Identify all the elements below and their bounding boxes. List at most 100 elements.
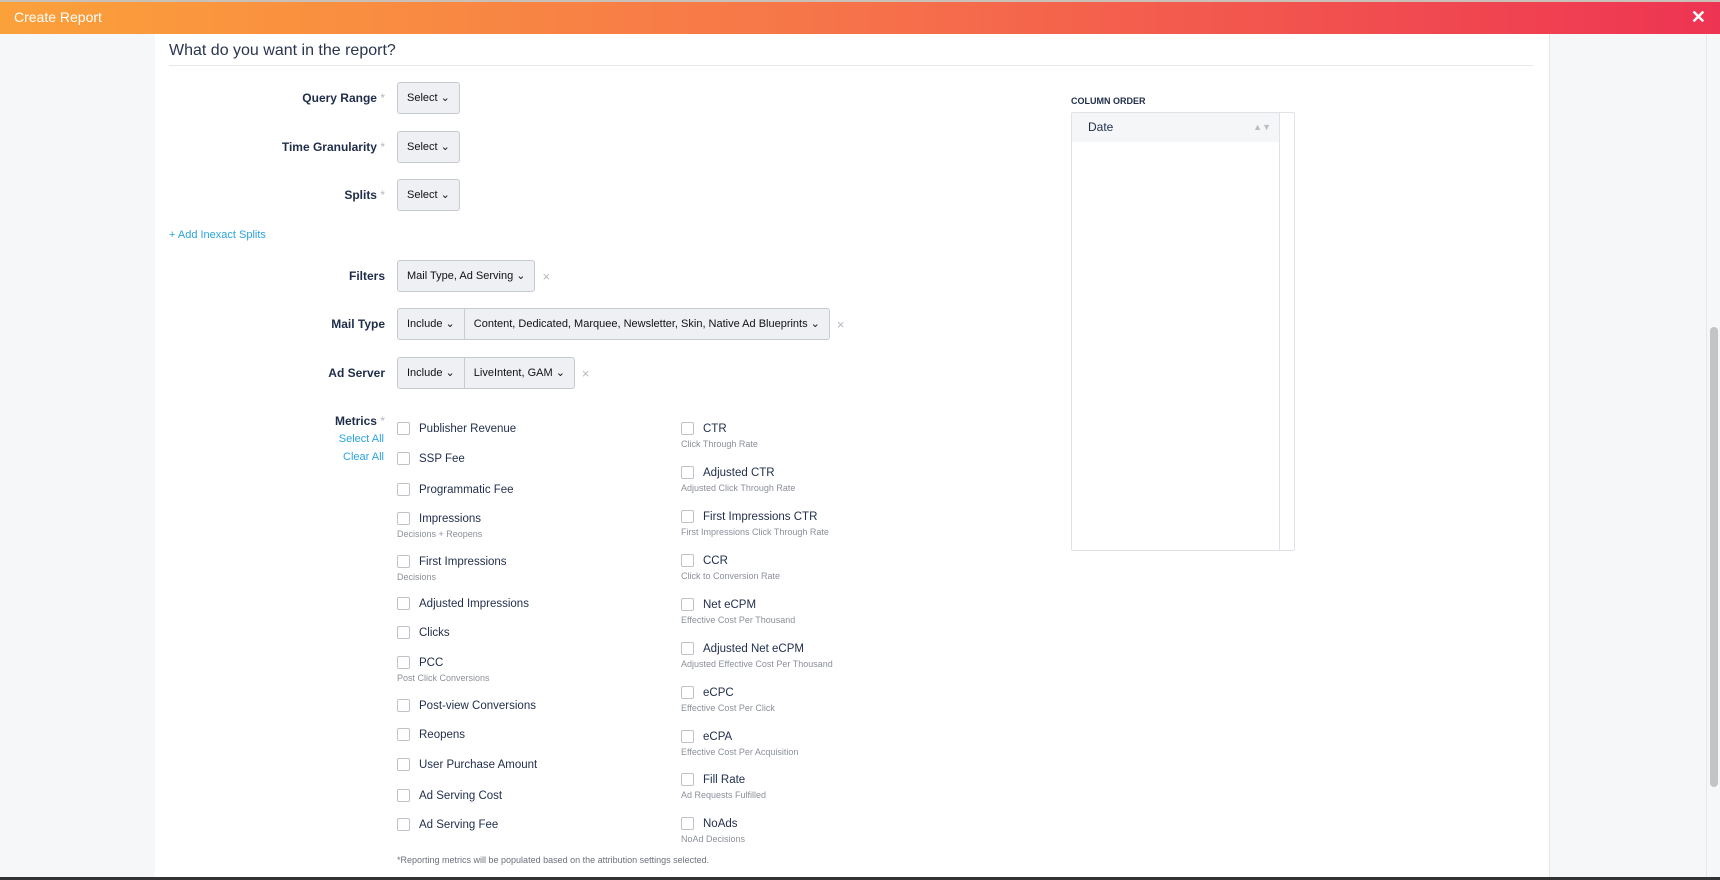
close-icon[interactable]: ✕ (1690, 7, 1706, 27)
metric-checkbox[interactable]: Impressions (397, 512, 481, 525)
filters-label: Filters (348, 269, 385, 283)
checkbox[interactable] (397, 728, 410, 741)
metric-description: Adjusted Effective Cost Per Thousand (681, 659, 833, 669)
metric-description: NoAd Decisions (681, 834, 746, 844)
metric-checkbox[interactable]: Adjusted Net eCPM (681, 642, 804, 655)
metric-label: SSP Fee (419, 452, 465, 465)
ad-server-mode-select[interactable]: Include ⌄ (407, 367, 455, 379)
checkbox[interactable] (681, 730, 694, 743)
select-all-link[interactable]: Select All (338, 433, 384, 445)
checkbox[interactable] (397, 422, 410, 435)
move-down-icon[interactable]: ▼ (1262, 122, 1271, 132)
mail-type-values-select[interactable]: Content, Dedicated, Marquee, Newsletter,… (463, 309, 829, 339)
mail-type-label: Mail Type (331, 317, 385, 331)
metric-label: Publisher Revenue (419, 422, 517, 435)
metric-checkbox[interactable]: Publisher Revenue (397, 422, 516, 435)
metric-checkbox[interactable]: Fill Rate (681, 773, 745, 786)
metric-checkbox[interactable]: Net eCPM (681, 598, 756, 611)
metric-label: Ad Serving Cost (419, 789, 503, 802)
metric-checkbox[interactable]: Post-view Conversions (397, 699, 536, 712)
checkbox[interactable] (397, 699, 410, 712)
metric-label: Adjusted CTR (703, 466, 775, 479)
metric-description: Effective Cost Per Thousand (681, 615, 796, 625)
checkbox[interactable] (681, 817, 694, 830)
checkbox[interactable] (681, 773, 694, 786)
checkbox[interactable] (681, 466, 694, 479)
metric-checkbox[interactable]: User Purchase Amount (397, 758, 537, 771)
report-form: What do you want in the report? Query Ra… (155, 34, 1550, 878)
ad-server-label: Ad Server (328, 366, 385, 380)
column-order-scrollbar[interactable] (1279, 113, 1294, 550)
metric-checkbox[interactable]: Reopens (397, 728, 465, 741)
filters-select[interactable]: Mail Type, Ad Serving ⌄ (397, 260, 536, 292)
checkbox[interactable] (681, 598, 694, 611)
ad-server-values-select[interactable]: LiveIntent, GAM ⌄ (463, 358, 574, 388)
metric-description: Decisions + Reopens (397, 529, 483, 539)
metric-label: Ad Serving Fee (419, 818, 499, 831)
page-scrollbar[interactable] (1706, 34, 1720, 878)
checkbox[interactable] (397, 818, 410, 831)
metric-checkbox[interactable]: eCPC (681, 686, 734, 699)
metric-checkbox[interactable]: CTR (681, 422, 727, 435)
metric-label: Programmatic Fee (419, 483, 514, 496)
checkbox[interactable] (397, 656, 410, 669)
metric-description: Click Through Rate (681, 439, 758, 449)
metric-checkbox[interactable]: Ad Serving Cost (397, 789, 502, 802)
metric-checkbox[interactable]: Clicks (397, 626, 450, 639)
checkbox[interactable] (397, 758, 410, 771)
checkbox[interactable] (397, 452, 410, 465)
remove-filters-icon[interactable]: × (542, 268, 551, 284)
checkbox[interactable] (681, 554, 694, 567)
ad-server-filter[interactable]: Include ⌄ LiveIntent, GAM ⌄ (397, 357, 575, 389)
checkbox[interactable] (397, 512, 410, 525)
splits-select[interactable]: Select ⌄ (397, 179, 460, 211)
metric-label: First Impressions (419, 555, 507, 568)
move-up-icon[interactable]: ▲ (1253, 122, 1263, 132)
query-range-select[interactable]: Select ⌄ (397, 82, 460, 114)
metric-checkbox[interactable]: CCR (681, 554, 728, 567)
metric-checkbox[interactable]: Ad Serving Fee (397, 818, 498, 831)
metric-checkbox[interactable]: eCPA (681, 730, 732, 743)
metric-checkbox[interactable]: Adjusted Impressions (397, 597, 529, 610)
time-granularity-label: Time Granularity * (281, 140, 385, 154)
modal-title: Create Report (14, 9, 102, 25)
checkbox[interactable] (681, 422, 694, 435)
metric-description: Effective Cost Per Acquisition (681, 747, 799, 757)
metric-label: CCR (703, 554, 728, 567)
scrollbar-thumb[interactable] (1710, 327, 1718, 787)
remove-mail-type-icon[interactable]: × (836, 316, 845, 332)
metric-checkbox[interactable]: SSP Fee (397, 452, 465, 465)
metric-label: PCC (419, 656, 444, 669)
metric-checkbox[interactable]: PCC (397, 656, 443, 669)
metric-checkbox[interactable]: First Impressions (397, 555, 507, 568)
query-range-label: Query Range * (302, 91, 385, 105)
checkbox[interactable] (681, 642, 694, 655)
metric-label: CTR (703, 422, 727, 435)
metric-label: eCPA (703, 730, 733, 743)
metric-label: Clicks (419, 626, 450, 639)
checkbox[interactable] (397, 626, 410, 639)
metric-description: Post Click Conversions (397, 673, 490, 683)
checkbox[interactable] (681, 686, 694, 699)
checkbox[interactable] (397, 555, 410, 568)
clear-all-link[interactable]: Clear All (343, 451, 384, 463)
metric-checkbox[interactable]: NoAds (681, 817, 738, 830)
metric-checkbox[interactable]: Adjusted CTR (681, 466, 775, 479)
checkbox[interactable] (397, 597, 410, 610)
checkbox[interactable] (397, 789, 410, 802)
metric-checkbox[interactable]: First Impressions CTR (681, 510, 817, 523)
metric-description: Adjusted Click Through Rate (681, 483, 796, 493)
metric-checkbox[interactable]: Programmatic Fee (397, 483, 514, 496)
checkbox[interactable] (397, 483, 410, 496)
add-inexact-splits-link[interactable]: + Add Inexact Splits (169, 229, 266, 241)
metric-label: Adjusted Net eCPM (703, 642, 804, 655)
time-granularity-select[interactable]: Select ⌄ (397, 131, 460, 163)
column-order-item[interactable]: Date ▲▼ (1072, 113, 1279, 142)
metric-label: Post-view Conversions (419, 699, 536, 712)
metric-label: eCPC (703, 686, 734, 699)
checkbox[interactable] (681, 510, 694, 523)
remove-ad-server-icon[interactable]: × (581, 365, 590, 381)
mail-type-mode-select[interactable]: Include ⌄ (407, 318, 455, 330)
metric-description: Ad Requests Fulfilled (681, 790, 767, 800)
mail-type-filter[interactable]: Include ⌄ Content, Dedicated, Marquee, N… (397, 308, 830, 340)
